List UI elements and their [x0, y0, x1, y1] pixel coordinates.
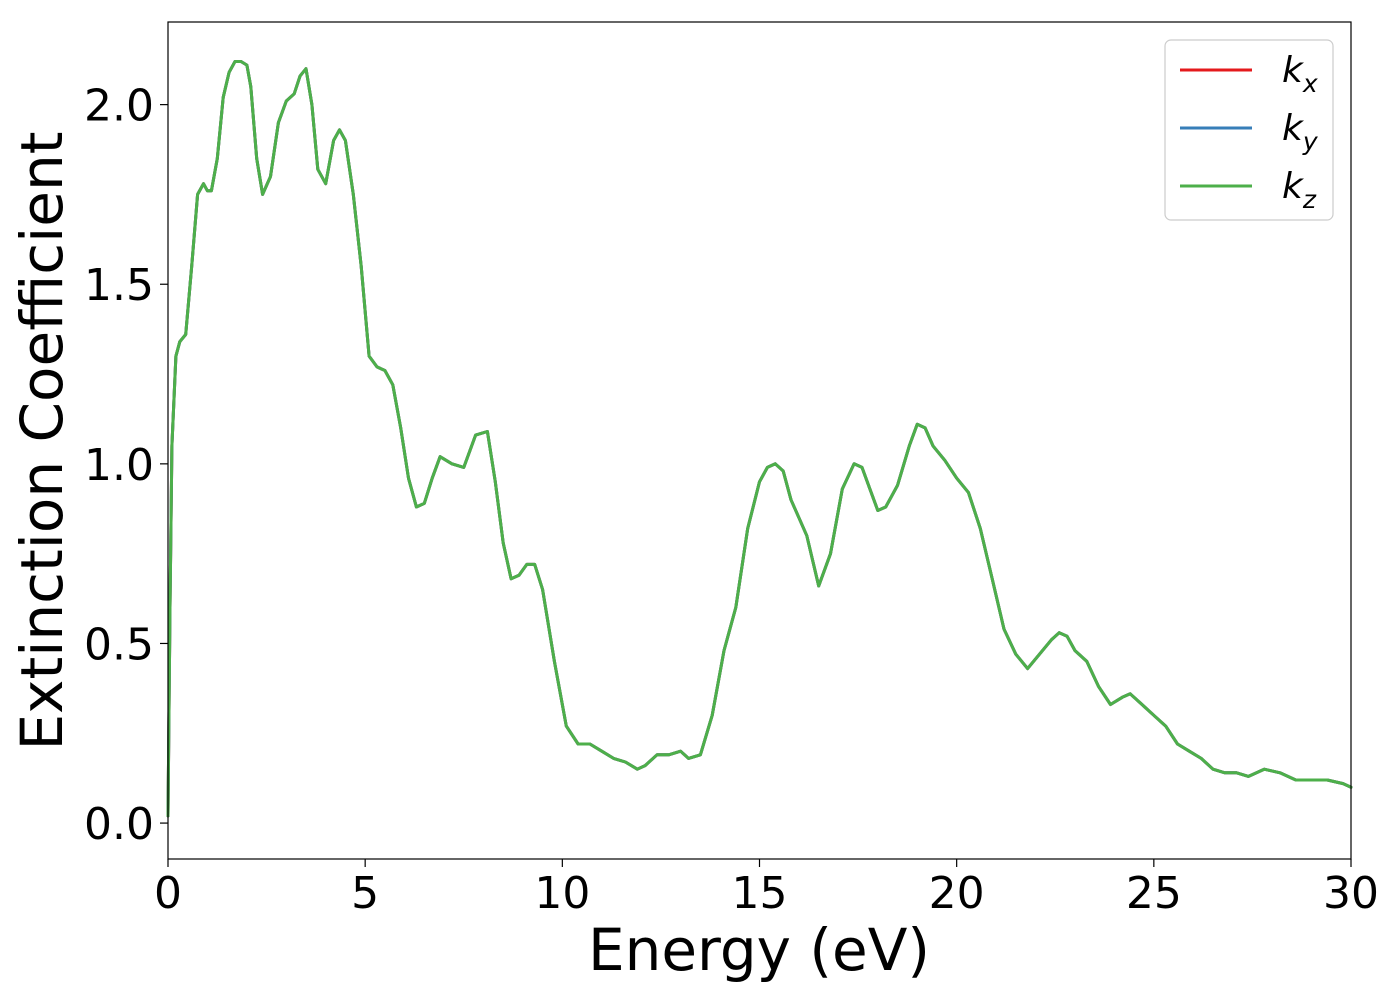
- legend-box: [1164, 39, 1334, 221]
- x-tick-label: 5: [351, 868, 379, 919]
- y-tick-label: 0.0: [84, 799, 154, 850]
- y-tick-label: 1.0: [84, 440, 154, 491]
- legend-label: kx: [1282, 50, 1318, 98]
- series-line-kz: [166, 60, 1353, 818]
- legend: kx ky kz: [1164, 39, 1334, 221]
- y-axis-label: Extinction Coefficient: [8, 132, 76, 751]
- legend-items: kx ky kz: [1180, 50, 1319, 214]
- x-tick-label: 15: [732, 868, 788, 919]
- series-layer: [166, 60, 1353, 818]
- x-tick-label: 10: [534, 868, 590, 919]
- legend-label: kz: [1282, 166, 1317, 214]
- x-tick-label: 20: [929, 868, 985, 919]
- x-axis-label: Energy (eV): [588, 916, 930, 984]
- y-tick-label: 2.0: [84, 81, 154, 132]
- x-tick-label: 25: [1126, 868, 1182, 919]
- legend-label: ky: [1282, 108, 1319, 156]
- y-tick-label: 1.5: [84, 260, 154, 311]
- x-tick-label: 0: [154, 868, 182, 919]
- x-axis-ticks: 0 5 10 15 20 25 30: [154, 859, 1379, 919]
- x-tick-label: 30: [1323, 868, 1379, 919]
- y-axis-ticks: 0.0 0.5 1.0 1.5 2.0: [84, 81, 168, 850]
- y-tick-label: 0.5: [84, 619, 154, 670]
